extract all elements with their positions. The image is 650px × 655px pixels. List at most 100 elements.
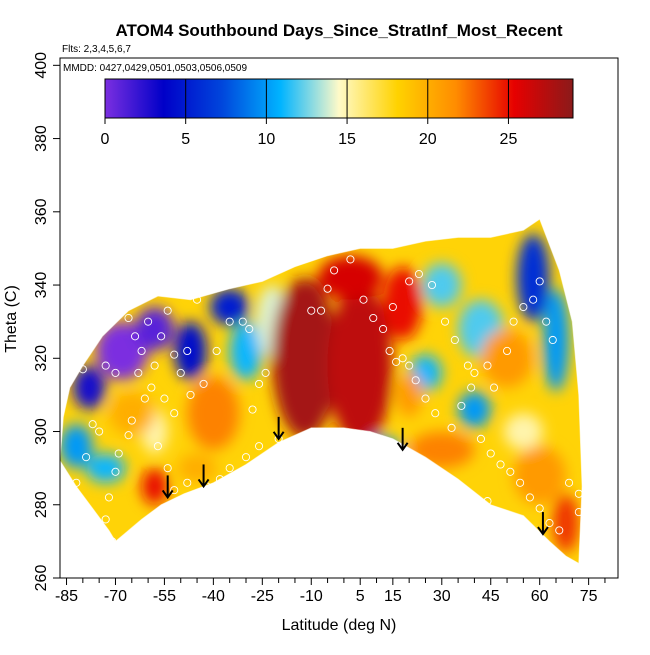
observation-point-72 [519,302,528,312]
observation-point-56 [369,313,378,323]
trop-arrow-4 [537,512,549,536]
observation-point-48 [255,442,264,451]
observation-point-100 [565,478,574,487]
observation-point-1 [101,361,110,370]
field-patch-25 [141,468,168,505]
observation-point-31 [111,467,120,476]
observation-point-15 [245,324,254,334]
x-tick-label--85: -85 [55,588,78,605]
observation-point-19 [212,346,221,356]
y-tick-label-300: 300 [33,418,50,445]
field-patch-9 [458,391,491,428]
field-patch-17 [503,413,543,450]
trop-arrow-3 [396,427,409,452]
y-tick-label-340: 340 [33,272,50,299]
x-tick-label-5: 5 [356,588,365,605]
observation-point-33 [101,515,110,524]
observation-point-58 [385,346,394,356]
colorbar-ticks: 0 5 10 15 20 25 [101,79,517,148]
observation-point-37 [82,453,91,462]
observation-point-77 [398,354,407,363]
x-tick-label--55: -55 [153,588,176,605]
observation-point-36 [88,420,97,429]
observation-point-55 [359,295,368,304]
field-patch-30 [383,266,423,340]
observation-point-29 [124,431,133,440]
observation-point-26 [140,394,149,403]
observation-point-98 [545,519,554,528]
colorbar-tick-label-10: 10 [257,131,275,148]
field-patch-29 [317,255,384,300]
observation-point-61 [405,277,414,286]
observation-point-78 [405,361,414,370]
colorbar-tick-label-5: 5 [181,131,190,148]
observation-point-85 [476,434,485,443]
trop-arrow-0 [161,475,174,500]
chart-subtitle-dates: MMDD: 0427,0429,0501,0503,0506,0509 [63,63,247,74]
observation-point-47 [241,453,251,462]
y-tick-label-360: 360 [33,198,50,225]
observation-point-68 [483,361,492,370]
observation-point-73 [529,295,538,304]
observation-point-89 [516,478,525,487]
observation-point-16 [255,379,264,388]
observation-point-17 [261,368,270,377]
observation-point-30 [114,449,123,458]
observation-point-2 [124,313,133,323]
observation-point-70 [503,346,512,356]
x-tick-label--70: -70 [104,588,127,605]
observation-point-76 [548,335,557,345]
field-patch-1 [135,307,175,351]
observation-point-95 [483,497,492,506]
observation-point-9 [193,295,202,304]
observation-point-96 [525,493,534,502]
observation-point-71 [509,317,518,326]
field-patch-18 [187,376,240,450]
observation-point-21 [186,390,195,399]
observation-point-54 [346,255,355,264]
field-patch-24 [396,372,423,417]
observation-point-91 [437,471,446,480]
field-patch-8 [350,435,403,472]
observation-point-94 [473,504,482,513]
observation-point-69 [489,383,499,392]
observation-point-20 [199,379,208,388]
observation-point-27 [134,368,143,377]
observation-point-12 [111,368,120,377]
observation-point-6 [163,306,172,315]
trop-arrow-2 [272,416,285,441]
observation-point-52 [323,284,332,293]
x-tick-label-15: 15 [384,588,402,605]
observation-point-34 [108,537,117,546]
field-patch-21 [513,446,566,505]
field-outline [59,218,583,565]
observation-point-97 [535,504,544,513]
observation-point-93 [463,497,472,506]
x-axis-label: Latitude (deg N) [282,617,397,634]
observation-point-35 [95,427,104,436]
observation-point-3 [131,332,140,341]
observation-point-18 [248,405,257,414]
chart-title: ATOM4 Southbound Days_Since_StratInf_Mos… [115,21,562,40]
observation-point-43 [193,489,202,498]
observation-point-11 [150,361,159,370]
observation-point-64 [441,317,450,326]
observation-point-22 [176,368,185,377]
observation-point-75 [542,317,551,326]
observation-point-79 [411,376,420,385]
observation-point-81 [431,409,440,418]
colorbar-tick-label-20: 20 [419,131,437,148]
chart-subtitle-flights: Flts: 2,3,4,5,6,7 [62,44,131,55]
field-patch-22 [480,328,534,388]
observation-point-92 [450,486,459,495]
field-patch-5 [516,233,550,322]
observation-point-5 [157,332,166,341]
x-tick-label--10: -10 [300,588,323,605]
observation-point-8 [183,346,192,356]
observation-point-80 [421,394,430,403]
x-tick-label-30: 30 [433,588,451,605]
y-axis-label: Theta (C) [3,285,20,353]
observation-points [72,255,583,546]
y-tick-label-320: 320 [33,345,50,372]
field-patch-23 [409,431,475,469]
